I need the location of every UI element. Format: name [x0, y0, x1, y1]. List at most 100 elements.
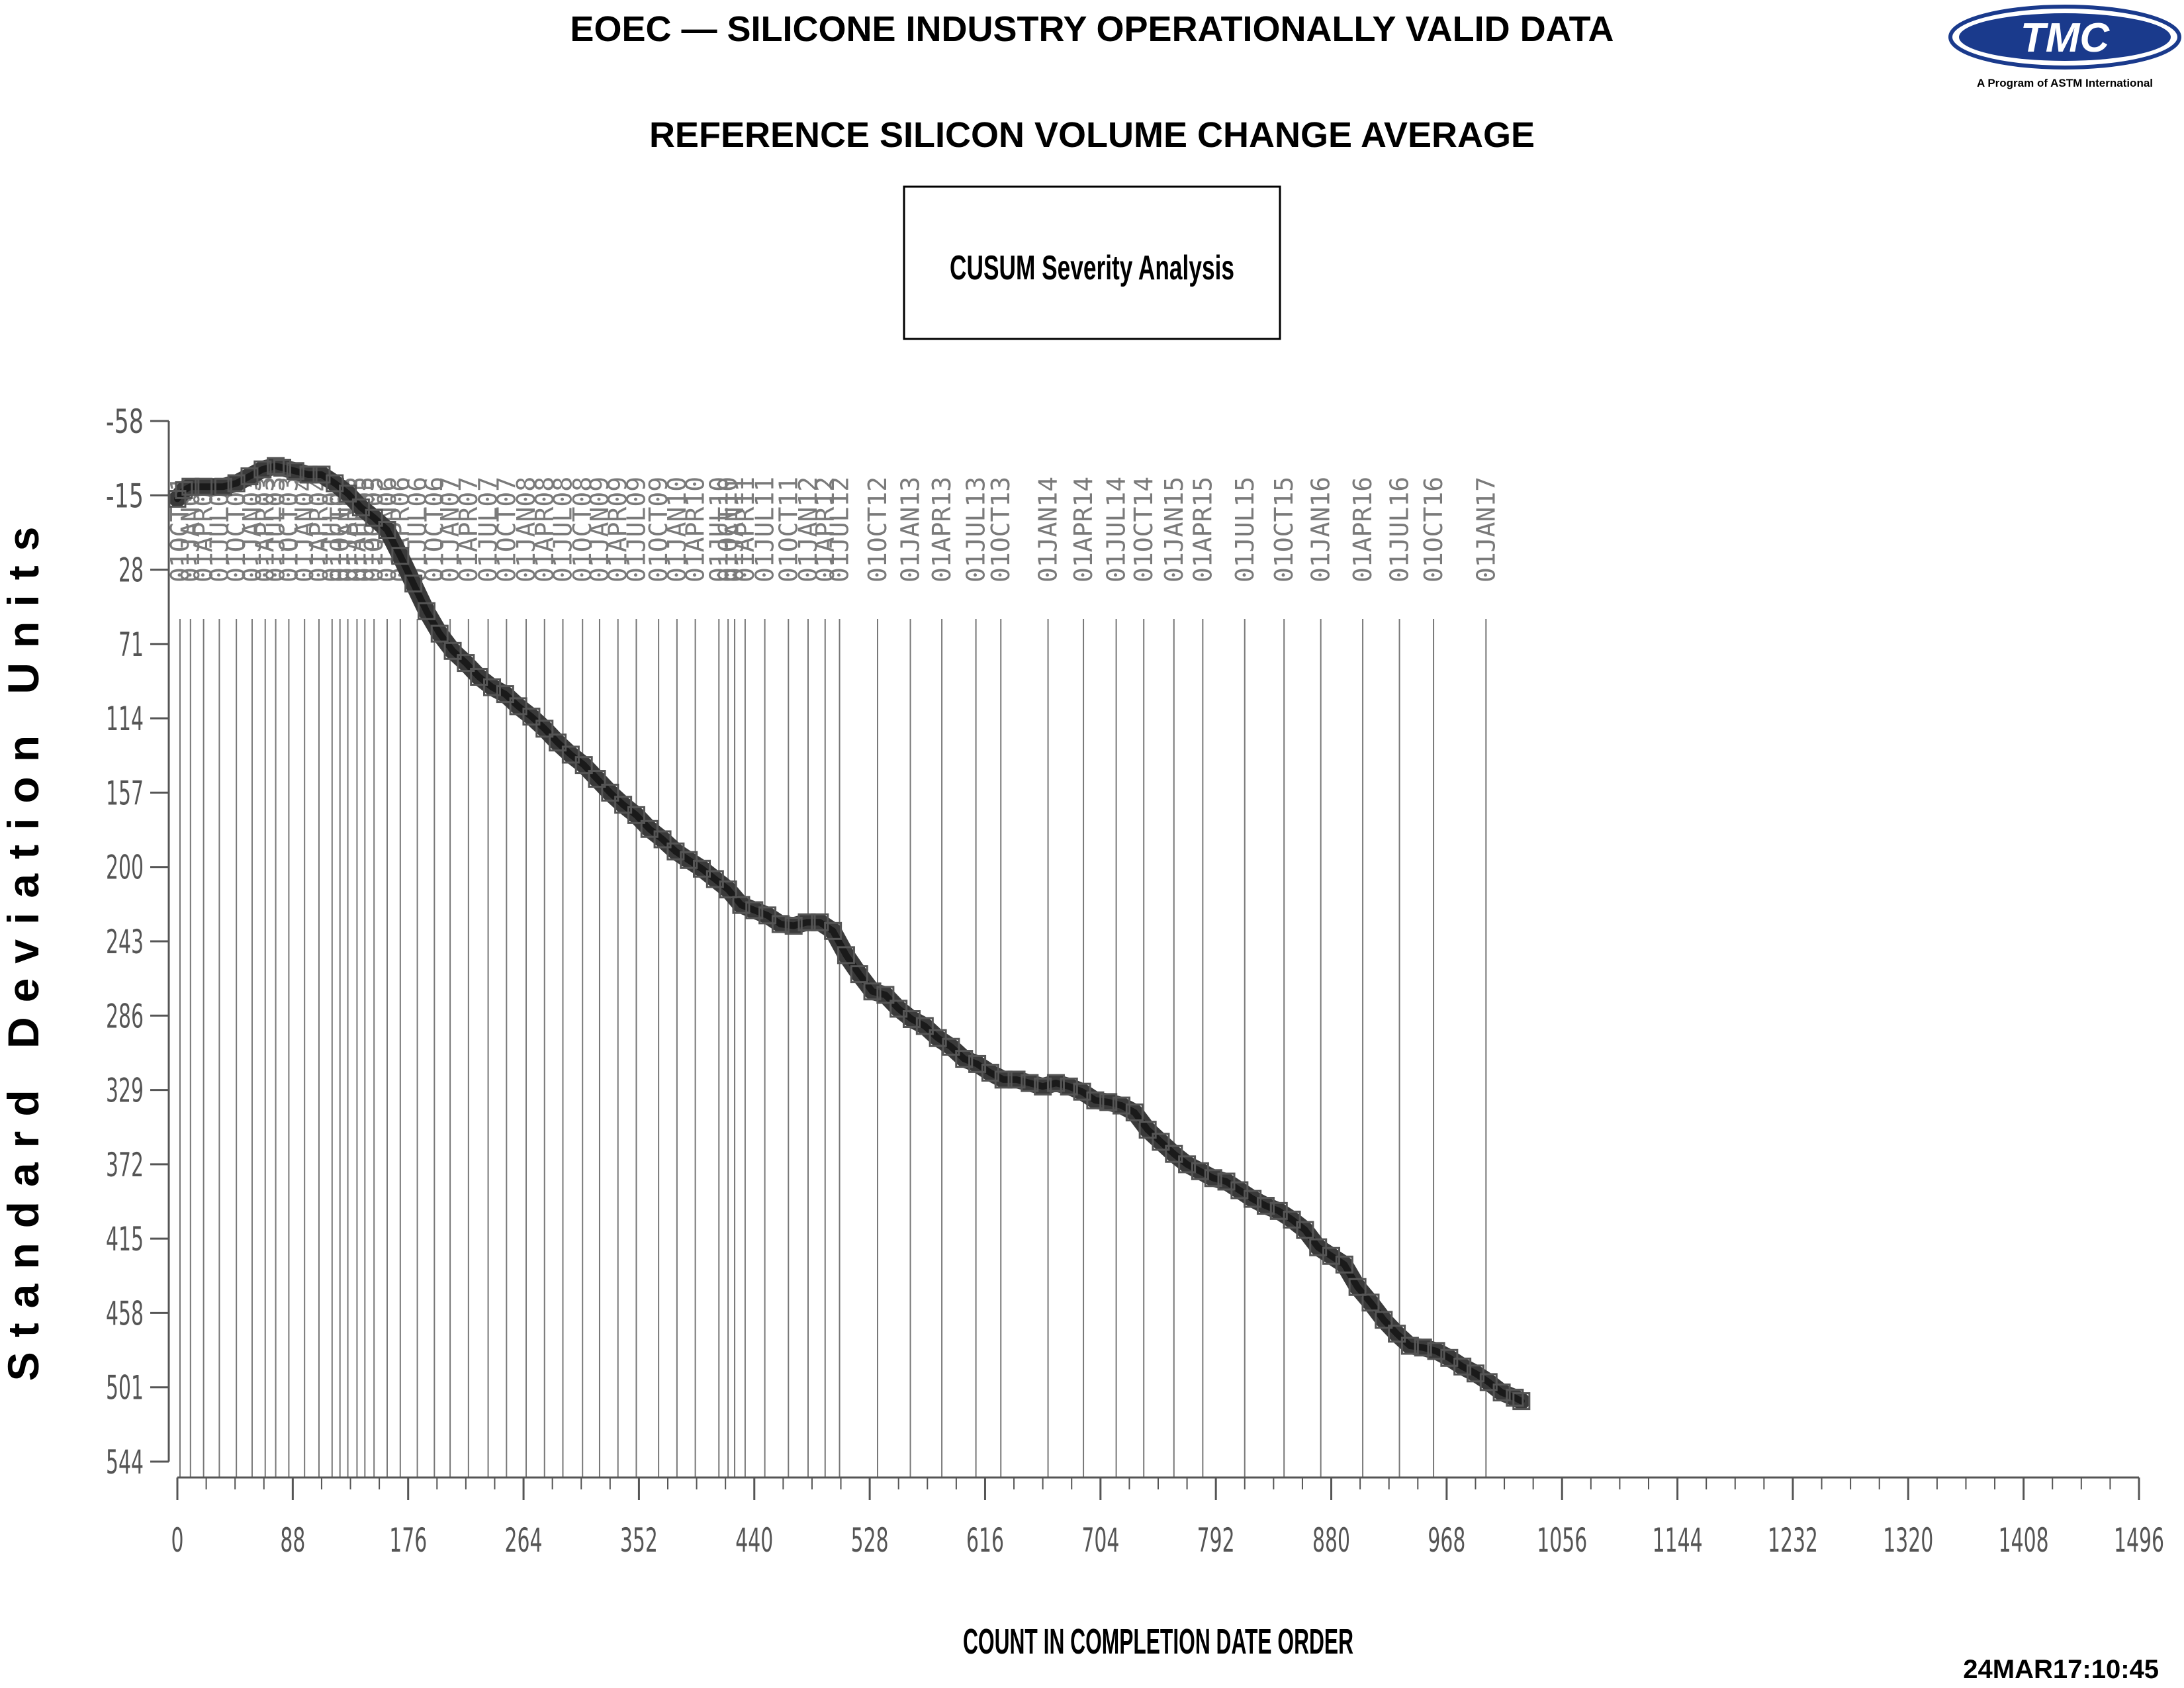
data-point: [784, 916, 803, 935]
y-tick-label: 243: [106, 923, 144, 961]
y-tick-label: 372: [106, 1146, 144, 1184]
date-marker-label: 01OCT13: [986, 477, 1015, 583]
data-point: [1138, 1121, 1157, 1139]
data-point: [824, 921, 842, 940]
data-point: [942, 1037, 960, 1056]
x-tick-label: 1408: [1999, 1521, 2049, 1560]
data-point: [430, 624, 449, 643]
series-line-core: [174, 462, 1525, 1405]
data-point: [351, 498, 370, 517]
data-point: [1113, 1096, 1131, 1115]
date-marker-label: 01OCT11: [774, 477, 803, 583]
data-point: [1414, 1338, 1432, 1357]
series-cusum: [168, 457, 1531, 1411]
data-point: [876, 986, 895, 1004]
y-tick-label: 114: [106, 700, 144, 738]
chart-title-box: [903, 185, 1281, 340]
date-marker-label: 01JAN09: [585, 477, 614, 583]
data-point: [1512, 1392, 1531, 1411]
data-point: [522, 708, 541, 726]
x-tick-label: 1320: [1883, 1521, 1933, 1560]
date-marker-label: 01OCT16: [1419, 477, 1448, 583]
data-point: [1125, 1103, 1144, 1122]
data-point: [1099, 1093, 1118, 1111]
date-marker-label: 01JAN12: [794, 477, 823, 583]
data-point: [286, 462, 304, 481]
x-tick-label: 704: [1081, 1521, 1119, 1560]
data-point: [915, 1017, 934, 1035]
y-tick-label: 544: [106, 1443, 144, 1481]
data-point: [1086, 1091, 1105, 1109]
report-title: EOEC — SILICONE INDUSTRY OPERATIONALLY V…: [570, 9, 1614, 49]
x-tick-label: 264: [505, 1521, 543, 1560]
date-marker-label: 01JAN10: [662, 477, 692, 583]
date-marker-label: 01JAN03: [238, 477, 267, 583]
data-point: [1204, 1169, 1222, 1188]
data-point: [705, 870, 724, 888]
logo-text: TMC: [2021, 15, 2111, 61]
data-point: [253, 460, 272, 479]
data-point: [240, 467, 259, 486]
data-point: [850, 965, 868, 984]
date-marker-label: 01OCT10: [713, 477, 743, 583]
date-marker-label: 01OCT03: [274, 477, 303, 583]
data-point: [981, 1063, 999, 1082]
date-marker-label: 01JUL16: [1385, 477, 1414, 583]
y-tick-label: 415: [106, 1220, 144, 1258]
data-point: [195, 477, 213, 496]
data-point: [1348, 1278, 1367, 1296]
x-tick-label: 616: [966, 1521, 1004, 1560]
y-tick-label: 501: [106, 1369, 144, 1407]
x-tick-label: 1496: [2114, 1521, 2164, 1560]
data-point: [483, 678, 502, 696]
x-tick-label: 1056: [1537, 1521, 1587, 1560]
y-tick-label: 71: [118, 626, 144, 664]
date-marker-label: 01JUL12: [825, 477, 854, 583]
data-point: [391, 547, 410, 565]
data-point: [1034, 1077, 1052, 1096]
data-point: [837, 946, 855, 964]
date-marker-label: 01JAN14: [1034, 477, 1063, 583]
data-point: [1453, 1357, 1472, 1376]
data-point: [1427, 1342, 1445, 1360]
data-point: [267, 457, 285, 475]
logo-caption: A Program of ASTM International: [1977, 77, 2153, 89]
data-point: [601, 783, 619, 802]
data-point: [404, 574, 423, 592]
date-marker-label: 01APR14: [1069, 477, 1098, 583]
x-tick-label: 880: [1312, 1521, 1350, 1560]
x-axis-label: COUNT IN COMPLETION DATE ORDER: [963, 1622, 1353, 1662]
date-marker-label: 01JUL09: [621, 477, 651, 583]
x-tick-label: 1144: [1653, 1521, 1703, 1560]
chart-title: CUSUM Severity Analysis: [950, 249, 1234, 287]
date-marker-label: 01APR12: [811, 477, 840, 583]
data-point: [1361, 1293, 1380, 1312]
data-point: [771, 915, 790, 933]
x-tick-label: 1232: [1768, 1521, 1818, 1560]
data-point: [1165, 1145, 1183, 1163]
data-point: [496, 685, 514, 704]
y-tick-label: 458: [106, 1294, 144, 1333]
date-marker-label: 01APR10: [681, 477, 710, 583]
data-point: [443, 641, 462, 660]
date-marker-label: 01APR11: [731, 477, 760, 583]
data-point: [326, 474, 344, 492]
date-marker-lines: [179, 619, 1487, 1477]
date-marker-label: 01APR13: [927, 477, 956, 583]
date-marker-label: 01JAN11: [720, 477, 749, 583]
date-marker-label: 01APR03: [251, 477, 280, 583]
data-point: [561, 745, 580, 764]
y-tick-label: -15: [106, 477, 144, 515]
y-tick-label: -58: [106, 402, 144, 441]
date-marker-label: 01JAN04: [290, 477, 319, 583]
data-point: [1492, 1383, 1511, 1402]
date-marker-label: 01JUL07: [474, 477, 503, 583]
data-point: [1388, 1325, 1406, 1343]
data-point: [693, 859, 711, 878]
axes: 0 88 176 264 352 440 528 616 704 792 880 968 1056 114…: [106, 402, 2164, 1560]
y-tick-label: 28: [118, 551, 144, 590]
date-marker-label: 01JAN16: [1306, 477, 1336, 583]
data-point: [797, 913, 816, 931]
date-marker-label: 01JUL11: [751, 477, 780, 583]
data-point: [1178, 1155, 1197, 1174]
